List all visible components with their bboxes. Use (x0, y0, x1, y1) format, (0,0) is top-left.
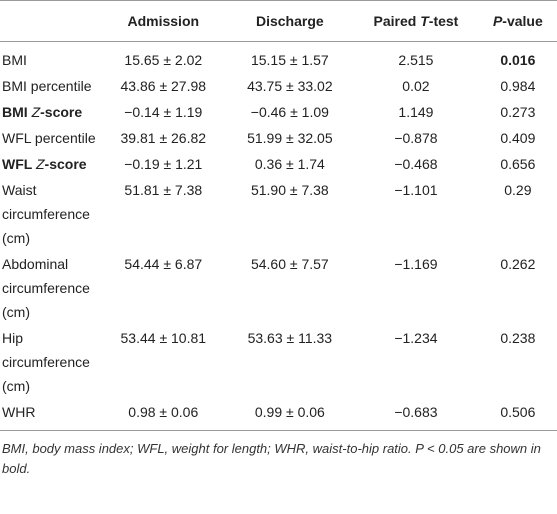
table-row: Hip circumference (cm) 53.44 ± 10.81 53.63… (0, 325, 557, 399)
text-run: Z (31, 104, 41, 120)
table-row: WHR 0.98 ± 0.06 0.99 ± 0.06 −0.683 0.506 (0, 399, 557, 431)
header-cell: Admission (100, 0, 227, 42)
table-cell: 54.44 ± 6.87 (124, 256, 203, 272)
table-cell: 0.016 (500, 52, 536, 68)
table-cell: 54.60 ± 7.57 (250, 256, 329, 272)
table-cell: 0.99 ± 0.06 (226, 399, 354, 431)
text-run: P (492, 13, 503, 29)
row-label: Abdominal circumference (cm) (2, 256, 90, 320)
text-run: Paired (373, 13, 421, 29)
table-cell: −0.468 (394, 156, 438, 172)
table-cell: −0.46 ± 1.09 (250, 104, 329, 120)
table-row: WFL percentile 39.81 ± 26.82 51.99 ± 32.05… (0, 125, 557, 151)
table-cell: −0.878 (394, 130, 438, 146)
table-cell: 2.515 (398, 52, 434, 68)
row-label: WFL Z-score (0, 151, 100, 177)
row-label: BMI Z-score (0, 99, 100, 125)
table-cell: 39.81 ± 26.82 (120, 130, 207, 146)
table-cell: −0.14 ± 1.19 (124, 104, 203, 120)
text-run: WFL (2, 156, 36, 172)
table-cell: −0.19 ± 1.21 (124, 156, 203, 172)
footnote: BMI, body mass index; WFL, weight for le… (2, 441, 541, 476)
table-cell: 1.149 (398, 104, 434, 120)
table-cell: −0.683 (353, 399, 479, 431)
table-cell: 0.29 (504, 182, 532, 198)
table-cell: 0.238 (500, 330, 536, 346)
table-cell: 51.81 ± 7.38 (124, 182, 203, 198)
table-cell: 0.409 (500, 130, 536, 146)
table-cell: 0.984 (500, 78, 536, 94)
table-cell: 53.63 ± 11.33 (247, 330, 333, 346)
table-cell: 43.75 ± 33.02 (247, 78, 333, 94)
row-label: Hip circumference (cm) (2, 330, 90, 394)
table-row: Abdominal circumference (cm) 54.44 ± 6.87… (0, 251, 557, 325)
header-cell (0, 0, 100, 42)
table-cell: 0.98 ± 0.06 (100, 399, 227, 431)
text-run: T (420, 13, 429, 29)
table-row: WFL Z-score −0.19 ± 1.21 0.36 ± 1.74 −0.468… (0, 151, 557, 177)
header-row: Admission Discharge Paired T-test P-value (0, 0, 557, 42)
header-cell: Paired T-test (353, 0, 479, 42)
table-cell: 53.44 ± 10.81 (120, 330, 207, 346)
row-label: Waist circumference (cm) (2, 182, 90, 246)
table-cell: −1.101 (394, 182, 438, 198)
table-cell: 43.86 ± 27.98 (120, 78, 207, 94)
table-row: BMI Z-score −0.14 ± 1.19 −0.46 ± 1.09 1.149… (0, 99, 557, 125)
text-run: -score (44, 156, 87, 172)
table-cell: 0.02 (402, 78, 430, 94)
table-cell: 0.36 ± 1.74 (254, 156, 325, 172)
header-cell: Discharge (226, 0, 354, 42)
text-run: -value (502, 13, 543, 29)
text-run: BMI (2, 104, 32, 120)
table-row: BMI percentile 43.86 ± 27.98 43.75 ± 33.02… (0, 73, 557, 99)
row-label: BMI (2, 52, 27, 68)
row-label: BMI percentile (2, 78, 92, 94)
table-row: BMI 15.65 ± 2.02 15.15 ± 1.57 2.515 0.016 (0, 42, 557, 74)
table-cell: −1.169 (394, 256, 438, 272)
text-run: -score (40, 104, 83, 120)
table-cell: 15.65 ± 2.02 (124, 52, 203, 68)
table-body: BMI 15.65 ± 2.02 15.15 ± 1.57 2.515 0.016 BMI… (0, 42, 557, 431)
table-cell: 0.262 (500, 256, 536, 272)
table-cell: 15.15 ± 1.57 (250, 52, 329, 68)
row-label: WHR (0, 399, 100, 431)
text-run: -test (428, 13, 459, 29)
table-cell: 51.99 ± 32.05 (247, 130, 333, 146)
table-cell: 0.273 (500, 104, 536, 120)
table-cell: 0.656 (500, 156, 536, 172)
table-row: Waist circumference (cm) 51.81 ± 7.38 51.9… (0, 177, 557, 251)
text-run: Z (35, 156, 45, 172)
header-cell: P-value (478, 0, 557, 42)
row-label: WFL percentile (2, 130, 96, 146)
data-table: Admission Discharge Paired T-test P-value B… (0, 0, 557, 431)
table-cell: −1.234 (394, 330, 438, 346)
table-cell: 51.90 ± 7.38 (250, 182, 329, 198)
table-cell: 0.506 (478, 399, 557, 431)
